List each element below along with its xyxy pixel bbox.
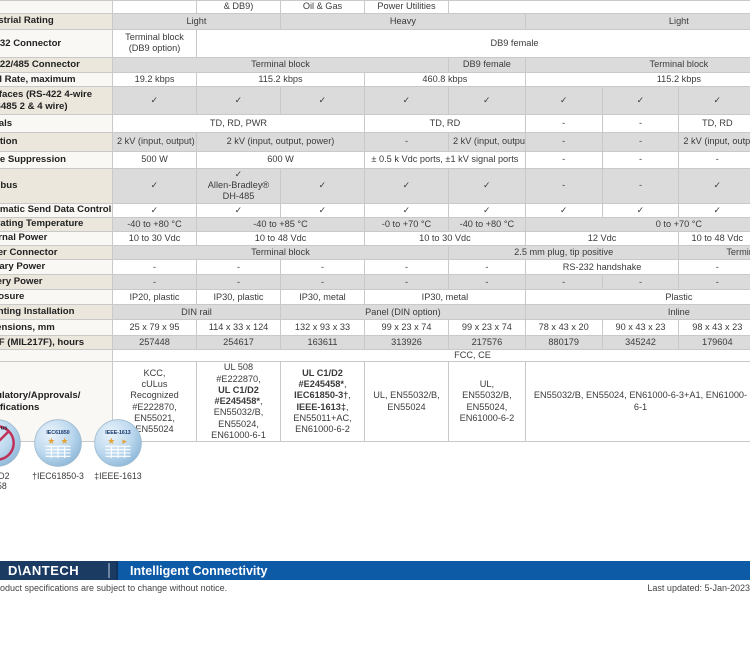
svg-text:▸: ▸ (122, 436, 127, 446)
svg-text:c UL us: c UL us (0, 426, 7, 432)
svg-text:★: ★ (61, 436, 69, 446)
svg-text:★: ★ (107, 436, 115, 446)
svg-text:IEC61850: IEC61850 (46, 430, 69, 436)
svg-text:★: ★ (47, 436, 55, 446)
svg-text:IEEE-1613: IEEE-1613 (105, 430, 130, 436)
